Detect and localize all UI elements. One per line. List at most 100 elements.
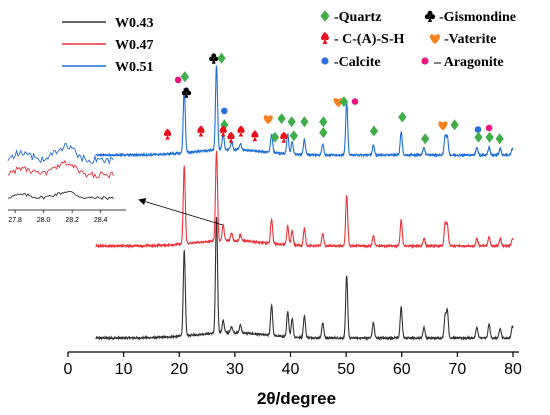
phase-legend-label-5: – Aragonite	[433, 55, 504, 70]
x-tick-label: 0	[64, 361, 73, 378]
phase-marker-club-leaf	[213, 56, 219, 62]
zoom-arrow	[138, 198, 223, 226]
legend-label-W0.51: W0.51	[115, 60, 154, 75]
phase-legend-label-1: -Gismondine	[439, 10, 516, 25]
inset-tick-label: 28.2	[65, 217, 79, 224]
phase-marker-diamond	[300, 116, 309, 128]
phase-marker-diamond	[495, 133, 504, 145]
phase-marker-diamond	[485, 131, 494, 143]
phase-marker-spade	[163, 128, 172, 140]
phase-legend-label-4: -Calcite	[334, 55, 381, 70]
phase-marker-spade-stem	[228, 137, 234, 143]
phase-marker-circle-pink	[351, 98, 359, 105]
series-layer	[95, 65, 514, 342]
phase-legend: -Quartz -Gismondine - C-(A)-S-H -Vaterite -C…	[320, 10, 516, 70]
inset-tick-label: 28.0	[37, 217, 51, 224]
phase-marker-club-stem	[184, 92, 189, 98]
x-axis-label: 2θ/degree	[257, 389, 336, 408]
phase-marker-circle-pink	[485, 124, 493, 132]
legend-label-W0.47: W0.47	[115, 38, 154, 53]
phase-legend-symbol-2-stem	[322, 38, 328, 44]
phase-marker-circle-blue	[474, 126, 482, 133]
phase-marker-spade	[219, 125, 227, 137]
inset-tick-label: 28.4	[94, 217, 108, 224]
phase-marker-diamond	[319, 127, 328, 139]
phase-marker-spade-body	[219, 125, 227, 133]
phase-marker-spade-stem	[220, 131, 226, 137]
phase-marker-club	[181, 87, 192, 98]
phase-legend-symbol-1-stem	[427, 16, 433, 22]
inset-series-W0.43	[7, 190, 114, 201]
x-tick-label: 80	[504, 361, 522, 378]
phase-marker-heart	[438, 121, 448, 131]
phase-legend-symbol-2-body	[321, 32, 329, 41]
phase-marker-spade	[227, 131, 235, 143]
phase-marker-heart	[333, 98, 343, 108]
phase-marker-diamond	[398, 111, 407, 123]
phase-legend-symbol-5	[421, 57, 429, 65]
phase-marker-diamond	[289, 130, 298, 142]
phase-marker-spade-stem	[165, 134, 170, 140]
phase-legend-symbol-1-leaf	[427, 10, 433, 16]
phase-marker-club-leaf	[184, 87, 189, 93]
phase-legend-label-0: -Quartz	[334, 10, 381, 25]
phase-marker-diamond	[180, 71, 189, 83]
phase-marker-spade	[237, 125, 245, 137]
phase-legend-symbol-2	[321, 32, 329, 44]
series-legend: W0.43 W0.47 W0.51	[62, 16, 154, 75]
phase-marker-diamond	[277, 113, 286, 125]
phase-legend-label-2: - C-(A)-S-H	[334, 32, 404, 47]
phase-marker-club-leaf	[209, 56, 214, 62]
phase-marker-spade-body	[163, 128, 172, 137]
inset-tick-label: 27.8	[8, 217, 22, 224]
phase-marker-diamond	[220, 119, 229, 131]
phase-marker-spade-body	[280, 131, 288, 140]
phase-marker-spade-stem	[198, 131, 204, 137]
phase-legend-symbol-4	[321, 57, 329, 65]
phase-marker-spade-stem	[252, 136, 258, 142]
phase-legend-symbol-1-leaf	[424, 14, 430, 20]
phase-marker-diamond	[319, 116, 328, 128]
x-tick-label: 20	[170, 361, 188, 378]
phase-marker-spade-body	[227, 131, 235, 140]
x-tick-label: 30	[226, 361, 244, 378]
phase-legend-symbol-0	[320, 10, 330, 22]
phase-legend-symbol-1-leaf	[430, 14, 436, 20]
inset-zoom: 27.8 28.0 28.2 28.4	[7, 142, 223, 226]
phase-annotations	[163, 52, 504, 145]
x-tick-label: 50	[337, 361, 355, 378]
phase-marker-diamond	[420, 133, 430, 145]
phase-marker-diamond	[369, 125, 379, 137]
phase-marker-diamond	[270, 131, 280, 143]
phase-marker-spade	[197, 125, 205, 137]
phase-marker-club-leaf	[211, 53, 217, 58]
phase-marker-circle-pink	[174, 76, 182, 84]
phase-marker-club-leaf	[181, 90, 187, 96]
phase-marker-heart	[263, 115, 273, 125]
series-line-W0.43	[95, 216, 514, 342]
phase-marker-spade-stem	[281, 137, 287, 143]
phase-marker-club-stem	[211, 58, 216, 64]
phase-marker-club-leaf	[186, 90, 192, 96]
phase-marker-spade-body	[251, 130, 259, 138]
phase-marker-diamond	[450, 119, 459, 131]
phase-marker-spade-stem	[238, 131, 244, 137]
phase-marker-circle-blue	[221, 107, 228, 115]
inset-series-W0.51	[7, 142, 114, 166]
x-axis: 0 10 20 30 40 50 60 70 80 2θ/degree	[64, 351, 522, 408]
x-tick-label: 70	[448, 361, 466, 378]
phase-marker-spade-body	[197, 125, 205, 133]
phase-marker-spade	[280, 131, 288, 143]
series-line-W0.51	[95, 65, 514, 158]
inset-series-W0.47	[7, 159, 114, 179]
phase-marker-spade	[251, 130, 259, 142]
phase-marker-diamond	[217, 52, 226, 64]
phase-legend-symbol-3	[430, 34, 440, 44]
x-tick-label: 10	[115, 361, 133, 378]
x-tick-label: 60	[393, 361, 411, 378]
phase-marker-diamond	[287, 116, 296, 128]
phase-marker-diamond	[474, 131, 483, 143]
phase-legend-symbol-1	[424, 10, 436, 22]
x-tick-label: 40	[282, 361, 300, 378]
